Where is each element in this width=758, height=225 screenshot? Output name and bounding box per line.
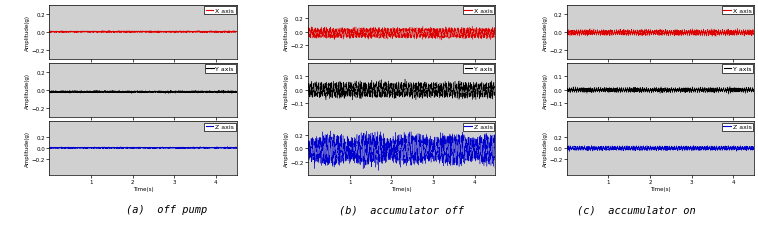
Legend: Z axis: Z axis — [204, 123, 236, 131]
Legend: Y axis: Y axis — [205, 65, 236, 73]
Legend: X axis: X axis — [204, 7, 236, 15]
Y-axis label: Amplitude(g): Amplitude(g) — [284, 15, 289, 50]
Y-axis label: Amplitude(g): Amplitude(g) — [543, 131, 548, 166]
Y-axis label: Amplitude(g): Amplitude(g) — [543, 15, 548, 50]
Legend: X axis: X axis — [722, 7, 753, 15]
Y-axis label: Amplitude(g): Amplitude(g) — [25, 131, 30, 166]
X-axis label: Time(s): Time(s) — [133, 186, 153, 191]
Text: (b)  accumulator off: (b) accumulator off — [340, 204, 464, 214]
Legend: Z axis: Z axis — [463, 123, 494, 131]
Legend: Y axis: Y axis — [463, 65, 494, 73]
Y-axis label: Amplitude(g): Amplitude(g) — [284, 73, 289, 108]
Text: (a)  off pump: (a) off pump — [126, 204, 208, 214]
Text: (c)  accumulator on: (c) accumulator on — [578, 204, 696, 214]
Y-axis label: Amplitude(g): Amplitude(g) — [284, 131, 289, 166]
Y-axis label: Amplitude(g): Amplitude(g) — [25, 15, 30, 50]
Legend: X axis: X axis — [463, 7, 494, 15]
Legend: Y axis: Y axis — [722, 65, 753, 73]
X-axis label: Time(s): Time(s) — [650, 186, 671, 191]
X-axis label: Time(s): Time(s) — [391, 186, 412, 191]
Y-axis label: Amplitude(g): Amplitude(g) — [25, 73, 30, 108]
Y-axis label: Amplitude(g): Amplitude(g) — [543, 73, 548, 108]
Legend: Z axis: Z axis — [722, 123, 753, 131]
